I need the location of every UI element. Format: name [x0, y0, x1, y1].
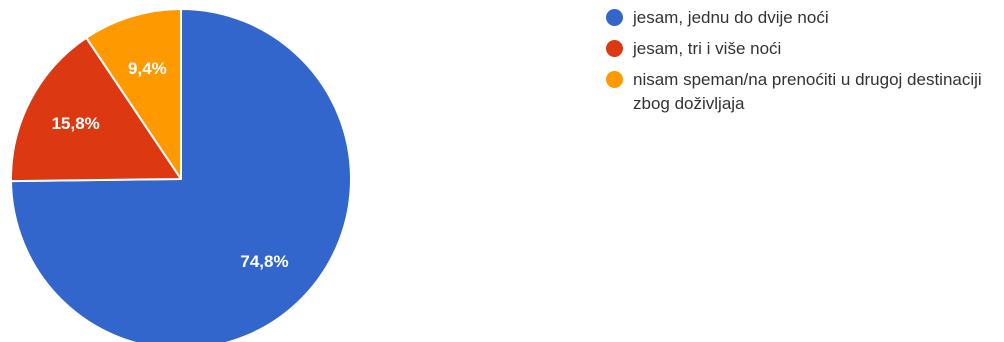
legend-label: jesam, jednu do dvije noći	[633, 8, 829, 27]
legend-swatch-icon	[606, 40, 623, 57]
pie-slice-labels: 74,8% 15,8% 9,4%	[52, 59, 289, 271]
pie-slice-label-3: 9,4%	[128, 59, 167, 78]
pie-slice-1[interactable]	[10, 8, 352, 342]
pie-slices	[10, 8, 352, 342]
pie-slice-label-2: 15,8%	[52, 114, 100, 133]
legend-item-2[interactable]: jesam, tri i više noći	[606, 37, 1002, 61]
legend-label: jesam, tri i više noći	[633, 39, 782, 58]
pie-slice-label-1: 74,8%	[240, 252, 288, 271]
legend-label: nisam speman/na prenoćiti u drugoj desti…	[633, 70, 982, 113]
legend-swatch-icon	[606, 9, 623, 26]
legend-item-1[interactable]: jesam, jednu do dvije noći	[606, 6, 1002, 30]
legend-item-3[interactable]: nisam speman/na prenoćiti u drugoj desti…	[606, 68, 1002, 116]
legend: jesam, jednu do dvije noći jesam, tri i v…	[606, 6, 1002, 123]
pie-slice-3[interactable]	[85, 8, 182, 180]
pie-slice-2[interactable]	[10, 36, 182, 183]
legend-swatch-icon	[606, 71, 623, 88]
